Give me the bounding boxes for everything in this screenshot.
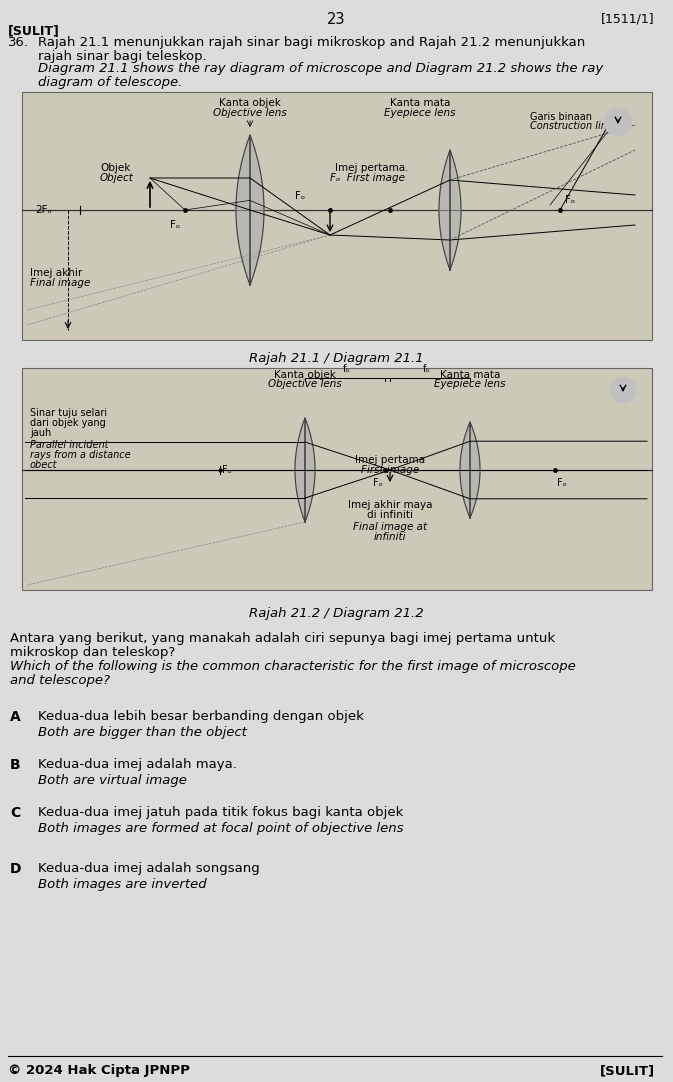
Circle shape [604,108,632,136]
Text: Garis binaan: Garis binaan [530,113,592,122]
Text: B: B [10,758,21,771]
Text: di infiniti: di infiniti [367,510,413,520]
Text: rays from a distance: rays from a distance [30,450,131,460]
Text: Kanta mata: Kanta mata [440,370,500,380]
Text: D: D [10,862,22,876]
Text: Final image at: Final image at [353,522,427,532]
Text: and telescope?: and telescope? [10,674,110,687]
Text: Fₒ: Fₒ [170,220,180,230]
Text: Sinar tuju selari: Sinar tuju selari [30,408,107,418]
Text: obect: obect [30,460,57,470]
Text: Kedua-dua lebih besar berbanding dengan objek: Kedua-dua lebih besar berbanding dengan … [38,710,364,723]
Text: C: C [10,806,20,820]
Text: infiniti: infiniti [374,532,406,542]
Text: Imej pertama: Imej pertama [355,456,425,465]
Text: [SULIT]: [SULIT] [600,1064,655,1077]
Text: mikroskop dan teleskop?: mikroskop dan teleskop? [10,646,175,659]
Text: dari objek yang: dari objek yang [30,418,106,428]
Text: [1511/1]: [1511/1] [602,12,655,25]
Text: 2Fₒ: 2Fₒ [35,204,52,215]
Text: Objective lens: Objective lens [268,379,342,390]
Text: Both are bigger than the object: Both are bigger than the object [38,726,247,739]
Text: diagram of telescope.: diagram of telescope. [38,76,182,89]
Text: Both are virtual image: Both are virtual image [38,774,187,787]
Text: Fₒ: Fₒ [374,478,383,488]
Text: A: A [10,710,21,724]
Text: Both images are inverted: Both images are inverted [38,878,207,890]
Text: fₒ: fₒ [423,364,431,374]
Text: Kanta objek: Kanta objek [274,370,336,380]
Circle shape [610,377,636,403]
Text: Rajah 21.2 / Diagram 21.2: Rajah 21.2 / Diagram 21.2 [249,607,423,620]
Text: jauh: jauh [30,428,51,438]
Bar [22,92,652,340]
Text: rajah sinar bagi teleskop.: rajah sinar bagi teleskop. [38,50,207,63]
Text: Imej akhir maya: Imej akhir maya [348,500,432,510]
Polygon shape [460,422,480,518]
Text: Fₒ: Fₒ [295,192,305,201]
Text: Eyepiece lens: Eyepiece lens [384,108,456,118]
Text: First image: First image [361,465,419,475]
Text: Construction lines: Construction lines [530,121,618,131]
Text: Final image: Final image [30,278,90,288]
Text: Kedua-dua imej jatuh pada titik fokus bagi kanta objek: Kedua-dua imej jatuh pada titik fokus ba… [38,806,403,819]
Text: Eyepiece lens: Eyepiece lens [434,379,505,390]
Text: Objek: Objek [100,163,131,173]
Text: Parallel incident: Parallel incident [30,440,108,450]
Text: Antara yang berikut, yang manakah adalah ciri sepunya bagi imej pertama untuk: Antara yang berikut, yang manakah adalah… [10,632,555,645]
Text: [SULIT]: [SULIT] [8,24,60,37]
Text: Rajah 21.1 / Diagram 21.1: Rajah 21.1 / Diagram 21.1 [249,352,423,365]
Text: Kedua-dua imej adalah songsang: Kedua-dua imej adalah songsang [38,862,260,875]
Text: Imej pertama.: Imej pertama. [335,163,409,173]
Text: Fₒ: Fₒ [565,195,575,204]
Text: Fₒ: Fₒ [557,478,567,488]
Text: 23: 23 [327,12,345,27]
Text: Both images are formed at focal point of objective lens: Both images are formed at focal point of… [38,822,404,835]
Text: Which of the following is the common characteristic for the first image of micro: Which of the following is the common cha… [10,660,575,673]
Text: Fₒ  First image: Fₒ First image [330,173,405,183]
Text: Kanta mata: Kanta mata [390,98,450,108]
Text: Imej akhir: Imej akhir [30,268,82,278]
Text: 36.: 36. [8,36,29,49]
Polygon shape [295,418,315,522]
Bar [22,368,652,590]
Text: Kanta objek: Kanta objek [219,98,281,108]
Text: Fₒ: Fₒ [222,465,232,475]
Text: fₒ: fₒ [343,364,351,374]
Text: Object: Object [100,173,134,183]
Polygon shape [236,135,264,285]
Polygon shape [439,150,461,270]
Text: Diagram 21.1 shows the ray diagram of microscope and Diagram 21.2 shows the ray: Diagram 21.1 shows the ray diagram of mi… [38,62,603,75]
Text: Rajah 21.1 menunjukkan rajah sinar bagi mikroskop and Rajah 21.2 menunjukkan: Rajah 21.1 menunjukkan rajah sinar bagi … [38,36,586,49]
Text: © 2024 Hak Cipta JPNPP: © 2024 Hak Cipta JPNPP [8,1064,190,1077]
Text: Kedua-dua imej adalah maya.: Kedua-dua imej adalah maya. [38,758,237,771]
Text: Objective lens: Objective lens [213,108,287,118]
